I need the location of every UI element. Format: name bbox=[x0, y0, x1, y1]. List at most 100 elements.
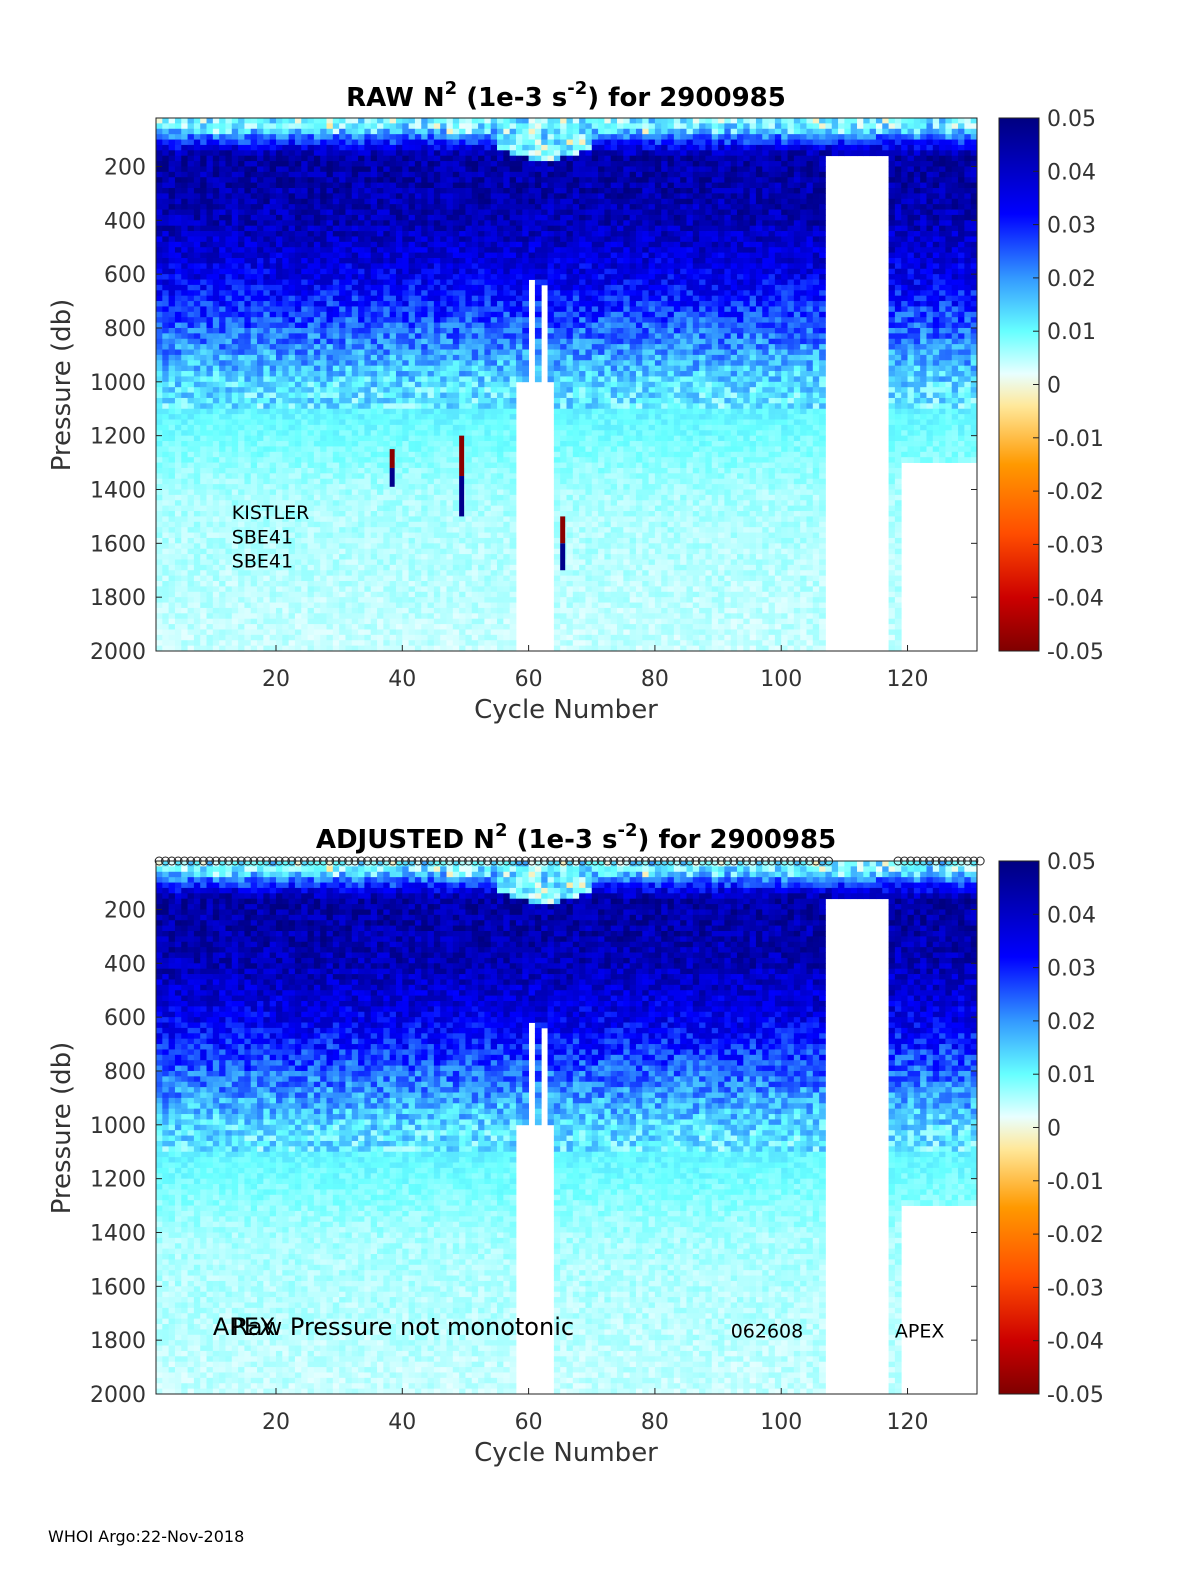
heatmap-cell bbox=[352, 479, 359, 485]
heatmap-cell bbox=[396, 468, 403, 474]
heatmap-cell bbox=[257, 393, 264, 399]
heatmap-cell bbox=[327, 220, 334, 226]
heatmap-cell bbox=[238, 339, 245, 345]
heatmap-cell bbox=[434, 231, 441, 237]
heatmap-cell bbox=[213, 409, 220, 415]
heatmap-cell bbox=[162, 640, 169, 646]
heatmap-cell bbox=[440, 188, 447, 194]
heatmap-cell bbox=[459, 597, 466, 603]
heatmap-cell bbox=[225, 301, 232, 307]
heatmap-cell bbox=[327, 425, 334, 431]
heatmap-cell bbox=[434, 177, 441, 183]
heatmap-cell bbox=[339, 323, 346, 329]
heatmap-cell bbox=[263, 457, 270, 463]
heatmap-cell bbox=[200, 161, 207, 167]
heatmap-cell bbox=[371, 479, 378, 485]
heatmap-cell bbox=[200, 473, 207, 479]
heatmap-cell bbox=[327, 231, 334, 237]
heatmap-cell bbox=[301, 484, 308, 490]
heatmap-cell bbox=[295, 118, 302, 124]
heatmap-cell bbox=[421, 350, 428, 356]
heatmap-cell bbox=[345, 473, 352, 479]
heatmap-cell bbox=[282, 301, 289, 307]
heatmap-cell bbox=[263, 247, 270, 253]
heatmap-cell bbox=[232, 123, 239, 129]
heatmap-cell bbox=[402, 344, 409, 350]
heatmap-cell bbox=[251, 409, 258, 415]
heatmap-cell bbox=[358, 306, 365, 312]
heatmap-cell bbox=[251, 371, 258, 377]
heatmap-cell bbox=[409, 129, 416, 135]
heatmap-cell bbox=[339, 613, 346, 619]
heatmap-cell bbox=[339, 210, 346, 216]
heatmap-cell bbox=[352, 495, 359, 501]
heatmap-cell bbox=[308, 306, 315, 312]
heatmap-cell bbox=[345, 323, 352, 329]
heatmap-cell bbox=[232, 350, 239, 356]
heatmap-cell bbox=[276, 204, 283, 210]
heatmap-cell bbox=[415, 226, 422, 232]
heatmap-cell bbox=[428, 274, 435, 280]
heatmap-cell bbox=[295, 436, 302, 442]
heatmap-cell bbox=[352, 533, 359, 539]
heatmap-cell bbox=[383, 387, 390, 393]
heatmap-cell bbox=[371, 393, 378, 399]
heatmap-cell bbox=[320, 565, 327, 571]
heatmap-cell bbox=[225, 360, 232, 366]
heatmap-cell bbox=[156, 199, 163, 205]
heatmap-cell bbox=[421, 177, 428, 183]
heatmap-cell bbox=[156, 613, 163, 619]
heatmap-cell bbox=[181, 403, 188, 409]
heatmap-cell bbox=[447, 533, 454, 539]
heatmap-cell bbox=[175, 393, 182, 399]
heatmap-cell bbox=[345, 269, 352, 275]
heatmap-cell bbox=[383, 253, 390, 259]
heatmap-cell bbox=[383, 414, 390, 420]
heatmap-cell bbox=[409, 247, 416, 253]
heatmap-cell bbox=[339, 468, 346, 474]
heatmap-cell bbox=[339, 269, 346, 275]
heatmap-cell bbox=[320, 506, 327, 512]
heatmap-cell bbox=[421, 269, 428, 275]
heatmap-cell bbox=[238, 473, 245, 479]
heatmap-cell bbox=[371, 193, 378, 199]
heatmap-cell bbox=[409, 409, 416, 415]
heatmap-cell bbox=[270, 613, 277, 619]
heatmap-cell bbox=[308, 409, 315, 415]
heatmap-cell bbox=[320, 613, 327, 619]
heatmap-cell bbox=[453, 393, 460, 399]
heatmap-cell bbox=[371, 511, 378, 517]
heatmap-cell bbox=[301, 210, 308, 216]
heatmap-cell bbox=[465, 215, 472, 221]
heatmap-cell bbox=[447, 452, 454, 458]
heatmap-cell bbox=[263, 350, 270, 356]
heatmap-cell bbox=[383, 333, 390, 339]
heatmap-cell bbox=[295, 398, 302, 404]
heatmap-cell bbox=[402, 565, 409, 571]
heatmap-cell bbox=[232, 193, 239, 199]
heatmap-cell bbox=[207, 129, 214, 135]
heatmap-cell bbox=[447, 317, 454, 323]
heatmap-cell bbox=[207, 468, 214, 474]
heatmap-cell bbox=[270, 199, 277, 205]
heatmap-cell bbox=[402, 640, 409, 646]
heatmap-cell bbox=[295, 123, 302, 129]
heatmap-cell bbox=[213, 253, 220, 259]
heatmap-cell bbox=[358, 177, 365, 183]
heatmap-cell bbox=[194, 473, 201, 479]
heatmap-cell bbox=[364, 457, 371, 463]
heatmap-cell bbox=[238, 161, 245, 167]
heatmap-cell bbox=[320, 323, 327, 329]
heatmap-cell bbox=[219, 500, 226, 506]
heatmap-cell bbox=[428, 452, 435, 458]
heatmap-cell bbox=[162, 586, 169, 592]
heatmap-cell bbox=[415, 274, 422, 280]
heatmap-cell bbox=[225, 145, 232, 151]
heatmap-cell bbox=[396, 263, 403, 269]
heatmap-cell bbox=[301, 140, 308, 146]
heatmap-cell bbox=[156, 350, 163, 356]
heatmap-cell bbox=[194, 204, 201, 210]
heatmap-cell bbox=[421, 258, 428, 264]
heatmap-cell bbox=[409, 301, 416, 307]
heatmap-cell bbox=[238, 409, 245, 415]
